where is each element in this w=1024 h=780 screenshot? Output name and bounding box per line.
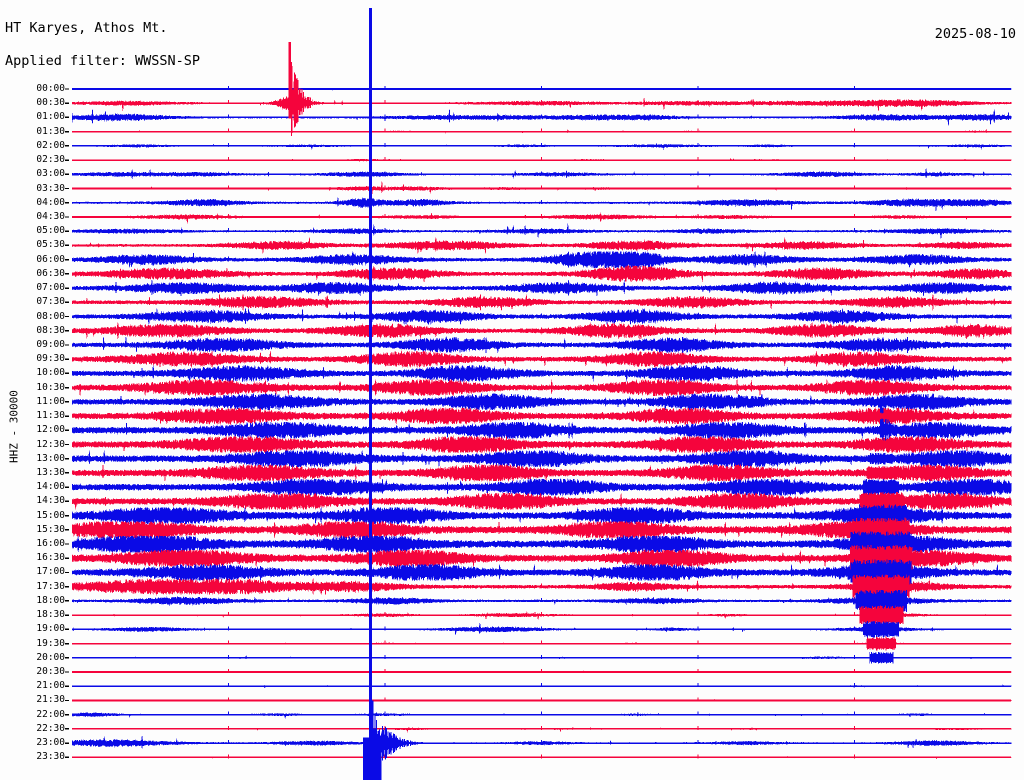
- time-label-23-00: 23:00: [36, 737, 65, 749]
- time-label-02-30: 02:30: [36, 154, 65, 166]
- time-label-10-30: 10:30: [36, 381, 65, 393]
- time-label-08-30: 08:30: [36, 324, 65, 336]
- time-label-00-00: 00:00: [36, 83, 65, 94]
- time-label-03-00: 03:00: [36, 168, 65, 180]
- time-label-16-30: 16:30: [36, 552, 65, 564]
- time-label-11-00: 11:00: [36, 395, 65, 407]
- time-label-05-00: 05:00: [36, 225, 65, 237]
- time-label-08-00: 08:00: [36, 310, 65, 322]
- time-label-05-30: 05:30: [36, 239, 65, 251]
- time-label-04-30: 04:30: [36, 210, 65, 222]
- time-label-15-00: 15:00: [36, 509, 65, 521]
- record-date: 2025-08-10: [934, 26, 1016, 42]
- time-label-21-00: 21:00: [36, 680, 65, 692]
- time-label-12-30: 12:30: [36, 438, 65, 450]
- time-label-15-30: 15:30: [36, 523, 65, 535]
- time-label-03-30: 03:30: [36, 182, 65, 194]
- time-label-09-30: 09:30: [36, 353, 65, 365]
- time-label-13-30: 13:30: [36, 466, 65, 478]
- time-axis-labels: 00:00 00:30 01:00 01:30 02:00 02:30 03:00 03:30…: [0, 0, 72, 780]
- time-label-20-30: 20:30: [36, 666, 65, 678]
- event-saturated-column: [849, 370, 913, 664]
- time-label-02-00: 02:00: [36, 139, 65, 151]
- time-label-19-00: 19:00: [36, 623, 65, 635]
- time-label-01-00: 01:00: [36, 111, 65, 123]
- time-label-07-00: 07:00: [36, 282, 65, 294]
- time-label-23-30: 23:30: [36, 751, 65, 763]
- station-title: HT Karyes, Athos Mt.: [5, 20, 168, 36]
- time-label-06-30: 06:30: [36, 267, 65, 279]
- time-label-14-30: 14:30: [36, 495, 65, 507]
- time-label-07-30: 07:30: [36, 296, 65, 308]
- applied-filter-label: Applied filter: WWSSN-SP: [5, 53, 201, 69]
- time-label-22-00: 22:00: [36, 708, 65, 720]
- time-label-14-00: 14:00: [36, 481, 65, 493]
- time-label-16-00: 16:00: [36, 538, 65, 550]
- time-label-11-30: 11:30: [36, 410, 65, 422]
- event-teleseism-spike-0030: [288, 42, 346, 137]
- time-label-18-30: 18:30: [36, 609, 65, 621]
- time-label-19-30: 19:30: [36, 637, 65, 649]
- time-label-22-30: 22:30: [36, 722, 65, 734]
- time-label-10-00: 10:00: [36, 367, 65, 379]
- time-label-21-30: 21:30: [36, 694, 65, 706]
- time-label-20-00: 20:00: [36, 651, 65, 663]
- time-label-06-00: 06:00: [36, 253, 65, 265]
- event-bottom-blue-burst: [363, 725, 454, 780]
- time-label-09-00: 09:00: [36, 338, 65, 350]
- time-label-01-30: 01:30: [36, 125, 65, 137]
- time-label-18-00: 18:00: [36, 594, 65, 606]
- trace-row-04-00: [71, 197, 1012, 211]
- time-label-12-00: 12:00: [36, 424, 65, 436]
- time-label-04-00: 04:00: [36, 196, 65, 208]
- time-label-00-30: 00:30: [36, 97, 65, 109]
- time-label-17-30: 17:30: [36, 580, 65, 592]
- time-label-17-00: 17:00: [36, 566, 65, 578]
- time-label-13-00: 13:00: [36, 452, 65, 464]
